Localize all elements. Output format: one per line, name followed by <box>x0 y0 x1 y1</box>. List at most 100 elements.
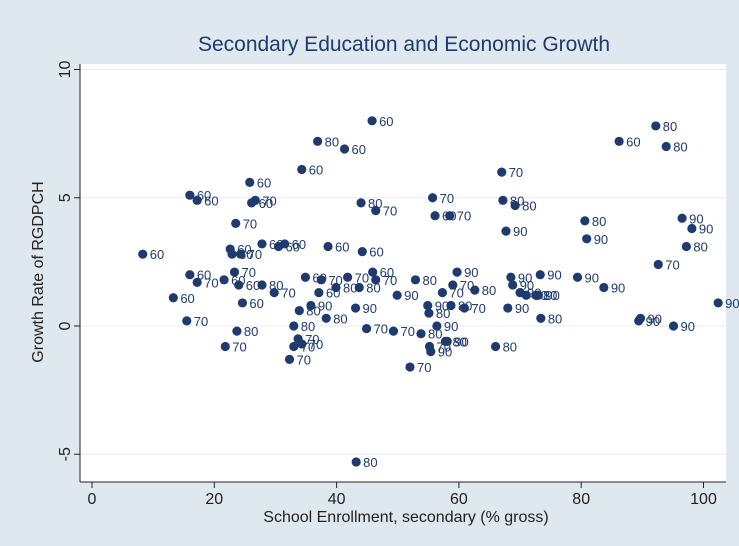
data-point <box>284 354 295 364</box>
data-point <box>452 267 462 277</box>
point-label: 70 <box>457 209 471 224</box>
data-point <box>331 282 341 293</box>
point-label: 90 <box>648 311 662 326</box>
data-point <box>229 267 240 277</box>
point-label: 80 <box>436 306 450 321</box>
data-point <box>339 144 350 154</box>
point-label: 90 <box>689 211 703 226</box>
data-point <box>668 321 679 331</box>
data-point <box>350 303 361 313</box>
point-label: 90 <box>681 319 695 334</box>
point-label: 60 <box>626 134 640 149</box>
data-point <box>423 300 433 311</box>
data-point <box>220 341 230 352</box>
data-point <box>343 272 353 282</box>
data-point <box>138 249 148 259</box>
point-label: 90 <box>513 224 527 239</box>
data-point <box>185 270 195 280</box>
data-point <box>490 341 501 352</box>
point-label: 90 <box>547 268 561 283</box>
point-label: 80 <box>422 273 436 288</box>
data-point <box>289 321 299 331</box>
point-label: 80 <box>663 119 677 134</box>
data-point <box>294 306 304 316</box>
x-tick-label: 100 <box>690 491 717 508</box>
data-point <box>713 298 723 308</box>
data-point <box>416 329 426 339</box>
point-label: 70 <box>328 273 342 288</box>
data-point <box>300 272 311 282</box>
point-label: 90 <box>318 298 332 313</box>
data-point <box>219 275 229 285</box>
point-label: 60 <box>180 291 194 306</box>
y-tick-label: 10 <box>57 61 74 79</box>
data-point <box>651 121 661 131</box>
data-point <box>297 164 307 175</box>
data-point <box>428 193 438 203</box>
x-axis-title: School Enrollment, secondary (% gross) <box>263 509 548 526</box>
data-point <box>306 300 316 311</box>
data-point <box>448 280 458 290</box>
data-point <box>235 249 246 259</box>
data-point <box>430 211 440 221</box>
data-point <box>497 167 507 177</box>
point-label: 60 <box>246 278 260 293</box>
data-point <box>237 298 248 308</box>
point-label: 90 <box>363 301 377 316</box>
data-point <box>508 280 518 290</box>
point-label: 60 <box>204 193 218 208</box>
point-label: 90 <box>520 278 534 293</box>
data-point <box>323 241 333 252</box>
point-label: 90 <box>454 334 468 349</box>
point-label: 70 <box>232 340 246 355</box>
data-point <box>234 280 244 290</box>
data-point <box>280 239 290 249</box>
data-point <box>432 321 442 331</box>
data-point <box>371 275 381 285</box>
data-point <box>192 195 202 205</box>
data-point <box>168 293 178 303</box>
data-point <box>521 290 531 300</box>
point-label: 60 <box>369 245 383 260</box>
point-label: 90 <box>404 288 418 303</box>
y-tick-label: 5 <box>57 193 74 202</box>
point-label: 90 <box>611 281 625 296</box>
data-point <box>192 277 202 287</box>
data-point <box>445 211 455 221</box>
data-point <box>437 288 447 298</box>
point-label: 70 <box>248 247 262 262</box>
point-label: 80 <box>343 281 357 296</box>
data-point <box>392 290 402 300</box>
point-label: 90 <box>515 301 529 316</box>
data-point <box>687 223 697 234</box>
data-point <box>503 303 513 313</box>
point-label: 90 <box>699 222 713 237</box>
plot-area <box>80 64 726 482</box>
data-point <box>572 272 583 282</box>
data-point <box>313 136 323 146</box>
point-label: 90 <box>594 232 608 247</box>
data-point <box>501 226 511 236</box>
point-label: 80 <box>244 324 258 339</box>
point-label: 90 <box>545 288 559 303</box>
data-point <box>250 195 260 205</box>
data-point <box>351 457 361 467</box>
data-point <box>354 282 364 293</box>
point-label: 80 <box>301 319 315 334</box>
point-label: 70 <box>262 193 276 208</box>
point-label: 90 <box>646 314 660 329</box>
data-point <box>289 341 299 352</box>
point-label: 60 <box>335 239 349 254</box>
point-label: 70 <box>281 286 295 301</box>
x-tick-label: 60 <box>450 491 468 508</box>
data-point <box>405 362 415 372</box>
data-point <box>321 313 331 323</box>
data-point <box>227 249 237 259</box>
point-label: 80 <box>368 196 382 211</box>
data-point <box>510 200 520 211</box>
data-point <box>410 275 421 285</box>
point-label: 70 <box>471 301 485 316</box>
data-point <box>257 280 267 290</box>
